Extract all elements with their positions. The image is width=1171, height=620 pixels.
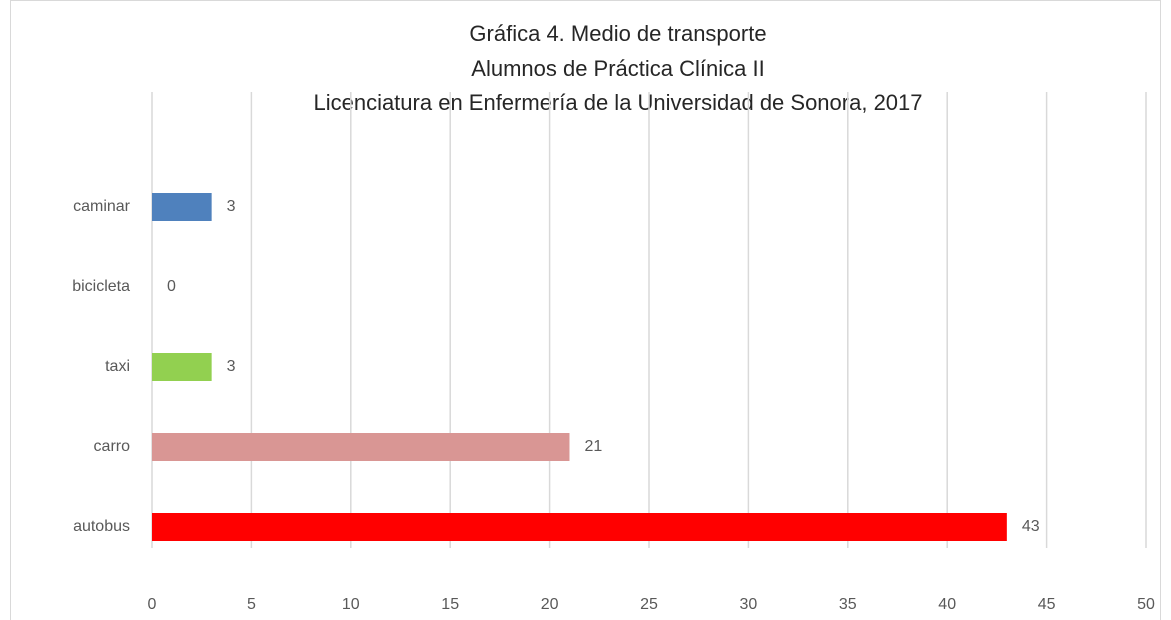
data-label: 21 xyxy=(584,438,602,455)
x-tick-label: 0 xyxy=(148,596,157,613)
y-tick-label: bicicleta xyxy=(72,278,130,295)
x-tick-label: 45 xyxy=(1038,596,1056,613)
data-label: 43 xyxy=(1022,518,1040,535)
x-tick-label: 25 xyxy=(640,596,658,613)
x-tick-label: 50 xyxy=(1137,596,1155,613)
x-tick-label: 5 xyxy=(247,596,256,613)
x-tick-label: 20 xyxy=(541,596,559,613)
x-tick-label: 10 xyxy=(342,596,360,613)
chart-title: Alumnos de Práctica Clínica II xyxy=(471,56,764,81)
bar xyxy=(152,433,570,461)
x-tick-label: 35 xyxy=(839,596,857,613)
data-label: 0 xyxy=(167,278,176,295)
y-tick-label: taxi xyxy=(105,358,130,375)
x-tick-label: 40 xyxy=(938,596,956,613)
x-tick-label: 30 xyxy=(740,596,758,613)
chart-title: Licenciatura en Enfermería de la Univers… xyxy=(313,90,922,115)
data-label: 3 xyxy=(227,198,236,215)
chart-title: Gráfica 4. Medio de transporte xyxy=(469,21,766,46)
y-tick-label: autobus xyxy=(73,518,130,535)
bar xyxy=(152,193,212,221)
bar xyxy=(152,513,1007,541)
data-label: 3 xyxy=(227,358,236,375)
y-tick-label: carro xyxy=(94,438,131,455)
bar xyxy=(152,353,212,381)
x-tick-label: 15 xyxy=(441,596,459,613)
y-tick-label: caminar xyxy=(73,198,131,215)
